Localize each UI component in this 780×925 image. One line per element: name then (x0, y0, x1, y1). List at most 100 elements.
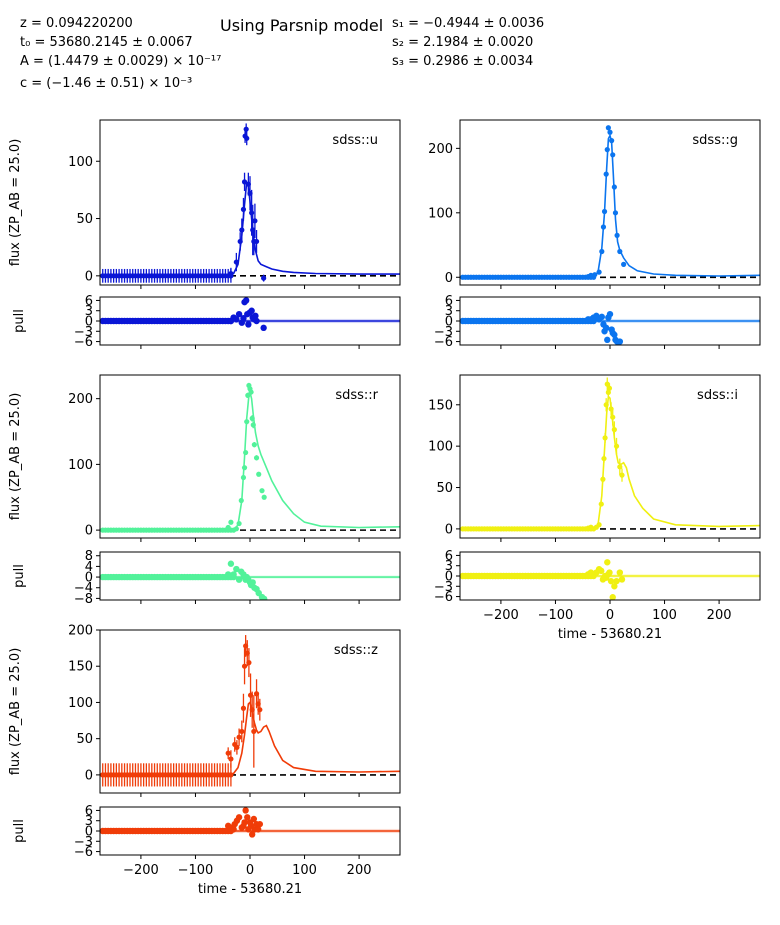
data-point (256, 471, 262, 477)
y-tick-label: 50 (76, 212, 93, 227)
x-tick-label: 0 (246, 863, 254, 878)
y-tick-label: 200 (68, 392, 93, 407)
pull-point (606, 310, 614, 318)
x-tick-label: 100 (652, 608, 677, 623)
pull-point (254, 826, 262, 833)
data-point (240, 206, 247, 212)
flux-axis-label: flux (ZP_AB = 25.0) (8, 648, 23, 776)
data-point (240, 705, 247, 711)
data-point (614, 232, 620, 238)
chart-title: Using Parsnip model (220, 16, 384, 35)
data-point (604, 381, 610, 387)
pull-y-tick-label: 0 (445, 315, 453, 330)
pull-plot-area (460, 559, 760, 600)
pull-point (242, 807, 249, 814)
data-point (225, 750, 231, 756)
pull-point (609, 594, 616, 600)
y-tick-label: 150 (68, 660, 93, 675)
data-point (596, 522, 602, 528)
y-tick-label: 50 (436, 481, 453, 496)
data-point (245, 392, 251, 398)
pull-axis-label: pull (12, 309, 27, 333)
data-point (611, 184, 617, 190)
pull-point (230, 571, 237, 578)
data-point (250, 422, 256, 428)
pull-point (602, 324, 610, 332)
pull-point (235, 310, 243, 318)
band-label: sdss::g (692, 133, 738, 148)
data-point (240, 474, 247, 481)
pull-point (618, 576, 626, 583)
param-z: z = 0.094220200 (20, 16, 133, 31)
data-point (236, 734, 242, 740)
pull-y-tick-label: 0 (85, 315, 93, 330)
data-point (241, 179, 248, 185)
param-s3: s₃ = 0.2986 ± 0.0034 (392, 54, 534, 69)
data-point (239, 227, 245, 233)
pull-point (598, 313, 606, 321)
data-point (601, 208, 608, 215)
data-point (603, 402, 609, 408)
pull-y-tick-label: 0 (85, 825, 93, 840)
pull-y-tick-label: −6 (74, 335, 93, 350)
pull-y-tick-label: −3 (434, 325, 453, 340)
x-tick-label: −200 (123, 863, 159, 878)
data-point (604, 147, 610, 153)
x-axis-label: time - 53680.21 (558, 627, 662, 642)
y-tick-label: 100 (428, 440, 453, 455)
pull-point (235, 576, 243, 583)
pull-y-tick-label: 6 (445, 549, 453, 564)
data-point (228, 270, 234, 277)
pull-point (240, 315, 247, 322)
data-point (607, 129, 613, 135)
data-point (596, 269, 602, 275)
pull-point (260, 324, 267, 332)
band-label: sdss::r (335, 388, 378, 403)
x-tick-label: 100 (292, 863, 317, 878)
pull-y-tick-label: 3 (445, 559, 453, 574)
data-point (253, 238, 260, 245)
pull-point (250, 815, 258, 823)
pull-point (616, 338, 624, 345)
data-point (251, 442, 257, 448)
pull-point (227, 560, 235, 567)
pull-point (230, 826, 237, 833)
pull-y-tick-label: −6 (434, 335, 453, 350)
data-point (241, 465, 248, 471)
y-tick-label: 200 (68, 624, 93, 639)
data-point (241, 663, 248, 669)
y-tick-label: 200 (428, 142, 453, 157)
data-point (602, 435, 608, 441)
x-tick-label: −100 (538, 608, 574, 623)
pull-point (604, 336, 611, 344)
pull-point (245, 321, 252, 328)
flux-plot-area (100, 382, 400, 533)
param-s1: s₁ = −0.4944 ± 0.0036 (392, 16, 545, 31)
flux-plot-area (100, 123, 400, 283)
data-point (228, 772, 234, 778)
pull-y-tick-label: 8 (85, 549, 93, 564)
data-point (606, 385, 613, 391)
data-point (249, 415, 255, 421)
pull-plot-area (100, 560, 400, 600)
data-point (588, 524, 594, 530)
pull-point (248, 831, 256, 838)
data-point (613, 443, 620, 449)
pull-point (249, 579, 256, 586)
pull-plot-area (100, 807, 400, 838)
y-tick-label: 0 (85, 269, 93, 284)
param-amplitude: A = (1.4479 ± 0.0029) × 10⁻¹⁷ (20, 54, 222, 69)
pull-point (598, 567, 605, 575)
pull-point (613, 577, 620, 585)
y-tick-label: 50 (76, 732, 93, 747)
data-point (251, 728, 257, 735)
data-point (621, 261, 627, 267)
model-curve (460, 133, 760, 279)
data-point (617, 464, 623, 470)
pull-y-tick-label: −3 (74, 325, 93, 340)
data-point (236, 520, 242, 527)
data-point (233, 526, 239, 532)
